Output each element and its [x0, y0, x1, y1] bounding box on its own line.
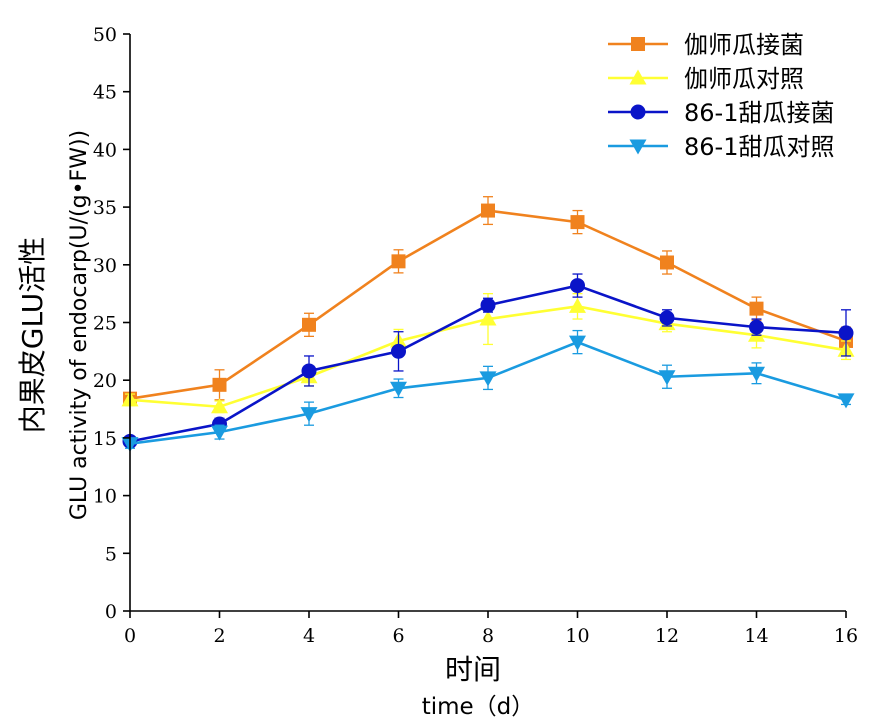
y-tick-label: 35	[93, 197, 117, 219]
legend-entry-3: 86-1甜瓜接菌	[608, 99, 834, 127]
legend-marker	[630, 104, 646, 120]
data-point	[838, 325, 854, 341]
data-point	[570, 278, 585, 294]
y-tick-label: 5	[105, 543, 117, 565]
legend-label: 伽师瓜接菌	[684, 31, 804, 59]
data-point	[390, 381, 407, 397]
data-point	[391, 254, 406, 269]
legend-entry-4: 86-1甜瓜对照	[608, 133, 834, 161]
data-point	[211, 425, 228, 441]
y-tick-label: 20	[93, 370, 117, 392]
x-tick-label: 16	[834, 625, 858, 647]
legend-label: 86-1甜瓜对照	[684, 133, 834, 161]
x-tick-label: 8	[482, 625, 494, 647]
data-point	[300, 407, 318, 423]
data-point	[570, 215, 585, 230]
data-point	[749, 319, 764, 335]
data-point	[479, 371, 497, 387]
series-line	[129, 340, 847, 445]
y-tick-label: 0	[105, 601, 117, 623]
y-tick-label: 50	[93, 24, 117, 46]
x-tick-label: 2	[213, 625, 225, 647]
data-point	[481, 203, 495, 218]
x-tick-label: 0	[124, 625, 136, 647]
data-point	[749, 301, 764, 316]
data-point	[211, 398, 228, 414]
legend-label: 伽师瓜对照	[684, 65, 804, 93]
data-point	[660, 255, 674, 270]
y-tick-label: 25	[93, 313, 117, 335]
x-axis-title-cn: 时间	[445, 653, 501, 686]
data-point	[569, 335, 586, 351]
legend-marker	[631, 37, 645, 51]
plot-area	[121, 196, 855, 453]
x-tick-label: 10	[565, 625, 589, 647]
axes: 0 5 10 15 20 25 30 35 40 45 50 0 2 4 6 8 10 12 14 16	[93, 24, 858, 647]
data-point	[748, 366, 765, 382]
legend-marker	[629, 139, 647, 155]
data-point	[212, 377, 227, 392]
data-point	[658, 370, 676, 386]
legend-label: 86-1甜瓜接菌	[684, 99, 834, 127]
legend-entry-2: 伽师瓜对照	[608, 65, 804, 93]
data-point	[391, 343, 406, 359]
y-tick-label: 45	[93, 82, 117, 104]
data-point	[479, 310, 497, 326]
y-tick-label: 40	[93, 139, 117, 161]
data-point	[569, 297, 586, 313]
series-4	[121, 329, 855, 453]
x-tick-label: 6	[392, 625, 404, 647]
legend-entry-1: 伽师瓜接菌	[608, 31, 804, 59]
data-point	[302, 317, 316, 332]
series-1	[123, 196, 853, 406]
x-tick-label: 14	[744, 625, 768, 647]
series-3	[122, 273, 854, 449]
y-tick-label: 30	[93, 255, 117, 277]
data-point	[659, 310, 675, 326]
data-point	[301, 363, 317, 379]
x-tick-label: 12	[655, 625, 679, 647]
x-axis-title-en: time（d）	[422, 694, 535, 720]
legend-marker	[629, 69, 647, 85]
y-tick-label: 15	[93, 428, 117, 450]
data-point	[480, 297, 496, 313]
data-point	[837, 393, 855, 409]
x-tick-label: 4	[303, 625, 315, 647]
y-axis-title-cn: 内果皮GLU活性	[16, 237, 49, 433]
y-tick-label: 10	[93, 486, 117, 508]
y-axis-title-en: GLU activity of endocarp(U/(g•FW))	[67, 130, 92, 520]
